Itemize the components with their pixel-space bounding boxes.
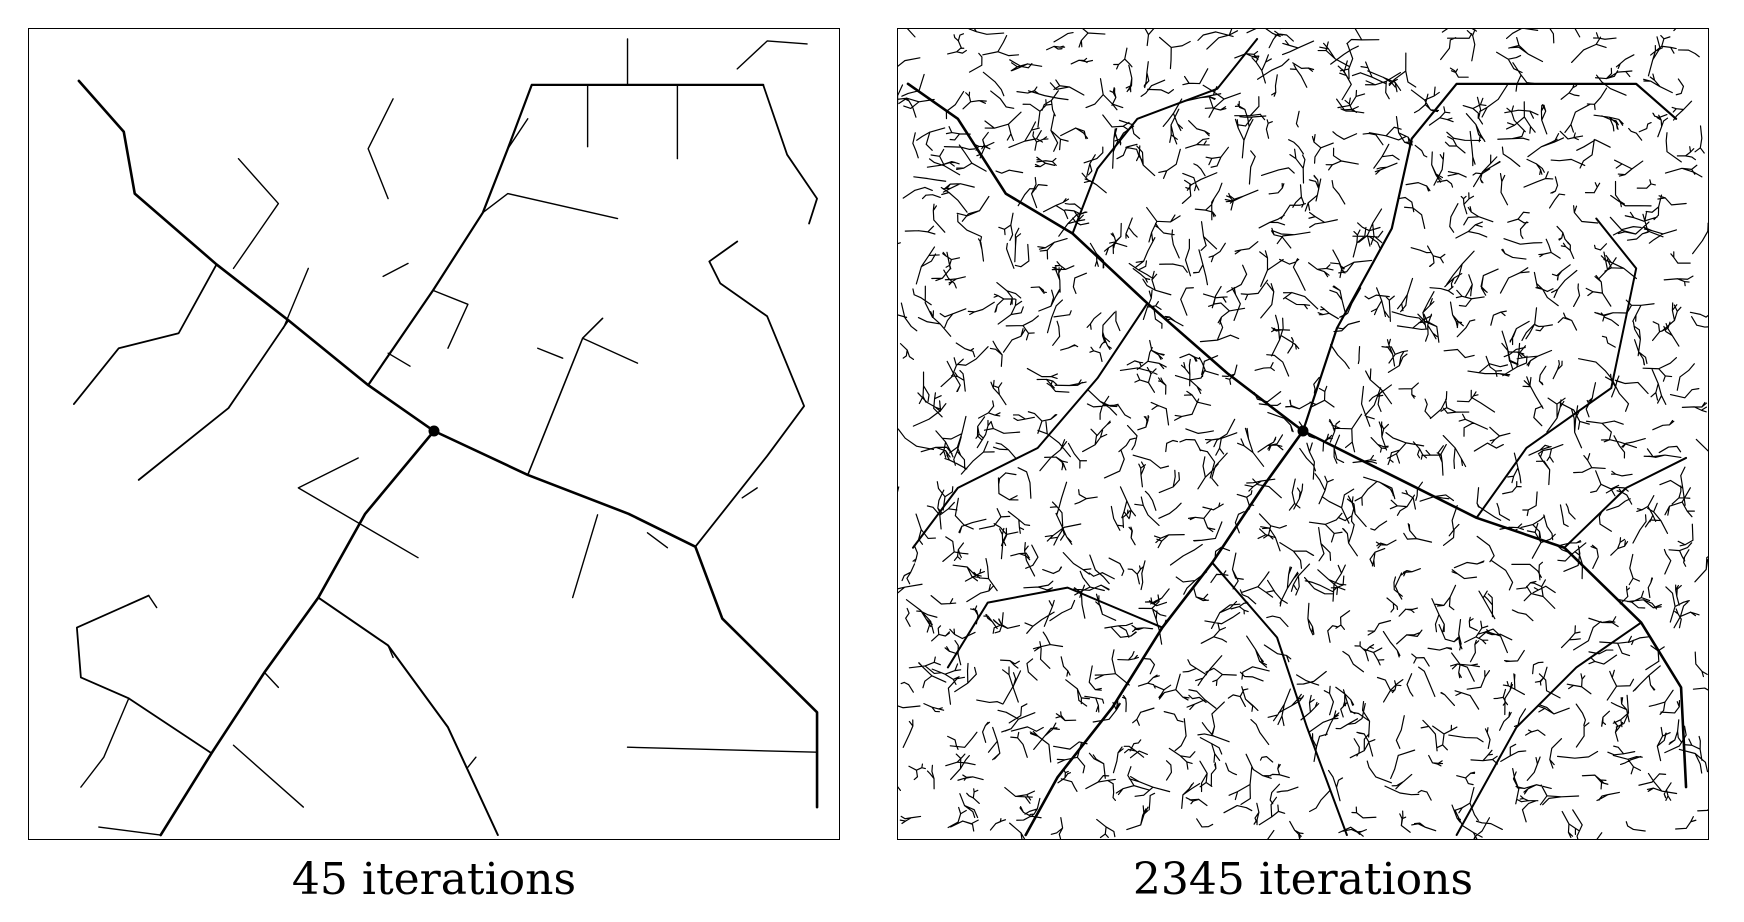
branch-left-lower [946, 586, 1164, 669]
trunk-upper-left [906, 82, 1305, 433]
trunk-upper-left [77, 79, 436, 433]
branch-top-left [1071, 37, 1259, 235]
branch-lower-mid [1211, 561, 1348, 837]
branching-tree-diagram [898, 29, 1708, 839]
trunk-lower-left [159, 429, 436, 837]
branch-up-right [367, 83, 765, 387]
branch-left [72, 263, 218, 405]
branch-up-right-b [762, 83, 818, 225]
branch-right-loop [694, 240, 805, 548]
branch-right-upper [1475, 217, 1638, 519]
branch-left-loop [911, 302, 1149, 549]
caption-2345-iterations: 2345 iterations [1132, 854, 1474, 905]
branch-left-mid [137, 319, 290, 481]
branching-tree-diagram [72, 38, 819, 837]
dense-twig-network [898, 29, 1708, 839]
root-node [1297, 425, 1309, 437]
branch-bottom-right [1455, 621, 1643, 837]
tree-panel-2345-iterations [897, 28, 1709, 840]
branch-up-right [1301, 82, 1678, 433]
branch-lower-mid [317, 596, 499, 837]
caption-45-iterations: 45 iterations [291, 854, 577, 905]
root-node [428, 425, 440, 437]
branch-right-mid [1563, 456, 1688, 549]
branch-lower-left [75, 594, 213, 755]
tree-panel-45-iterations [28, 28, 840, 840]
